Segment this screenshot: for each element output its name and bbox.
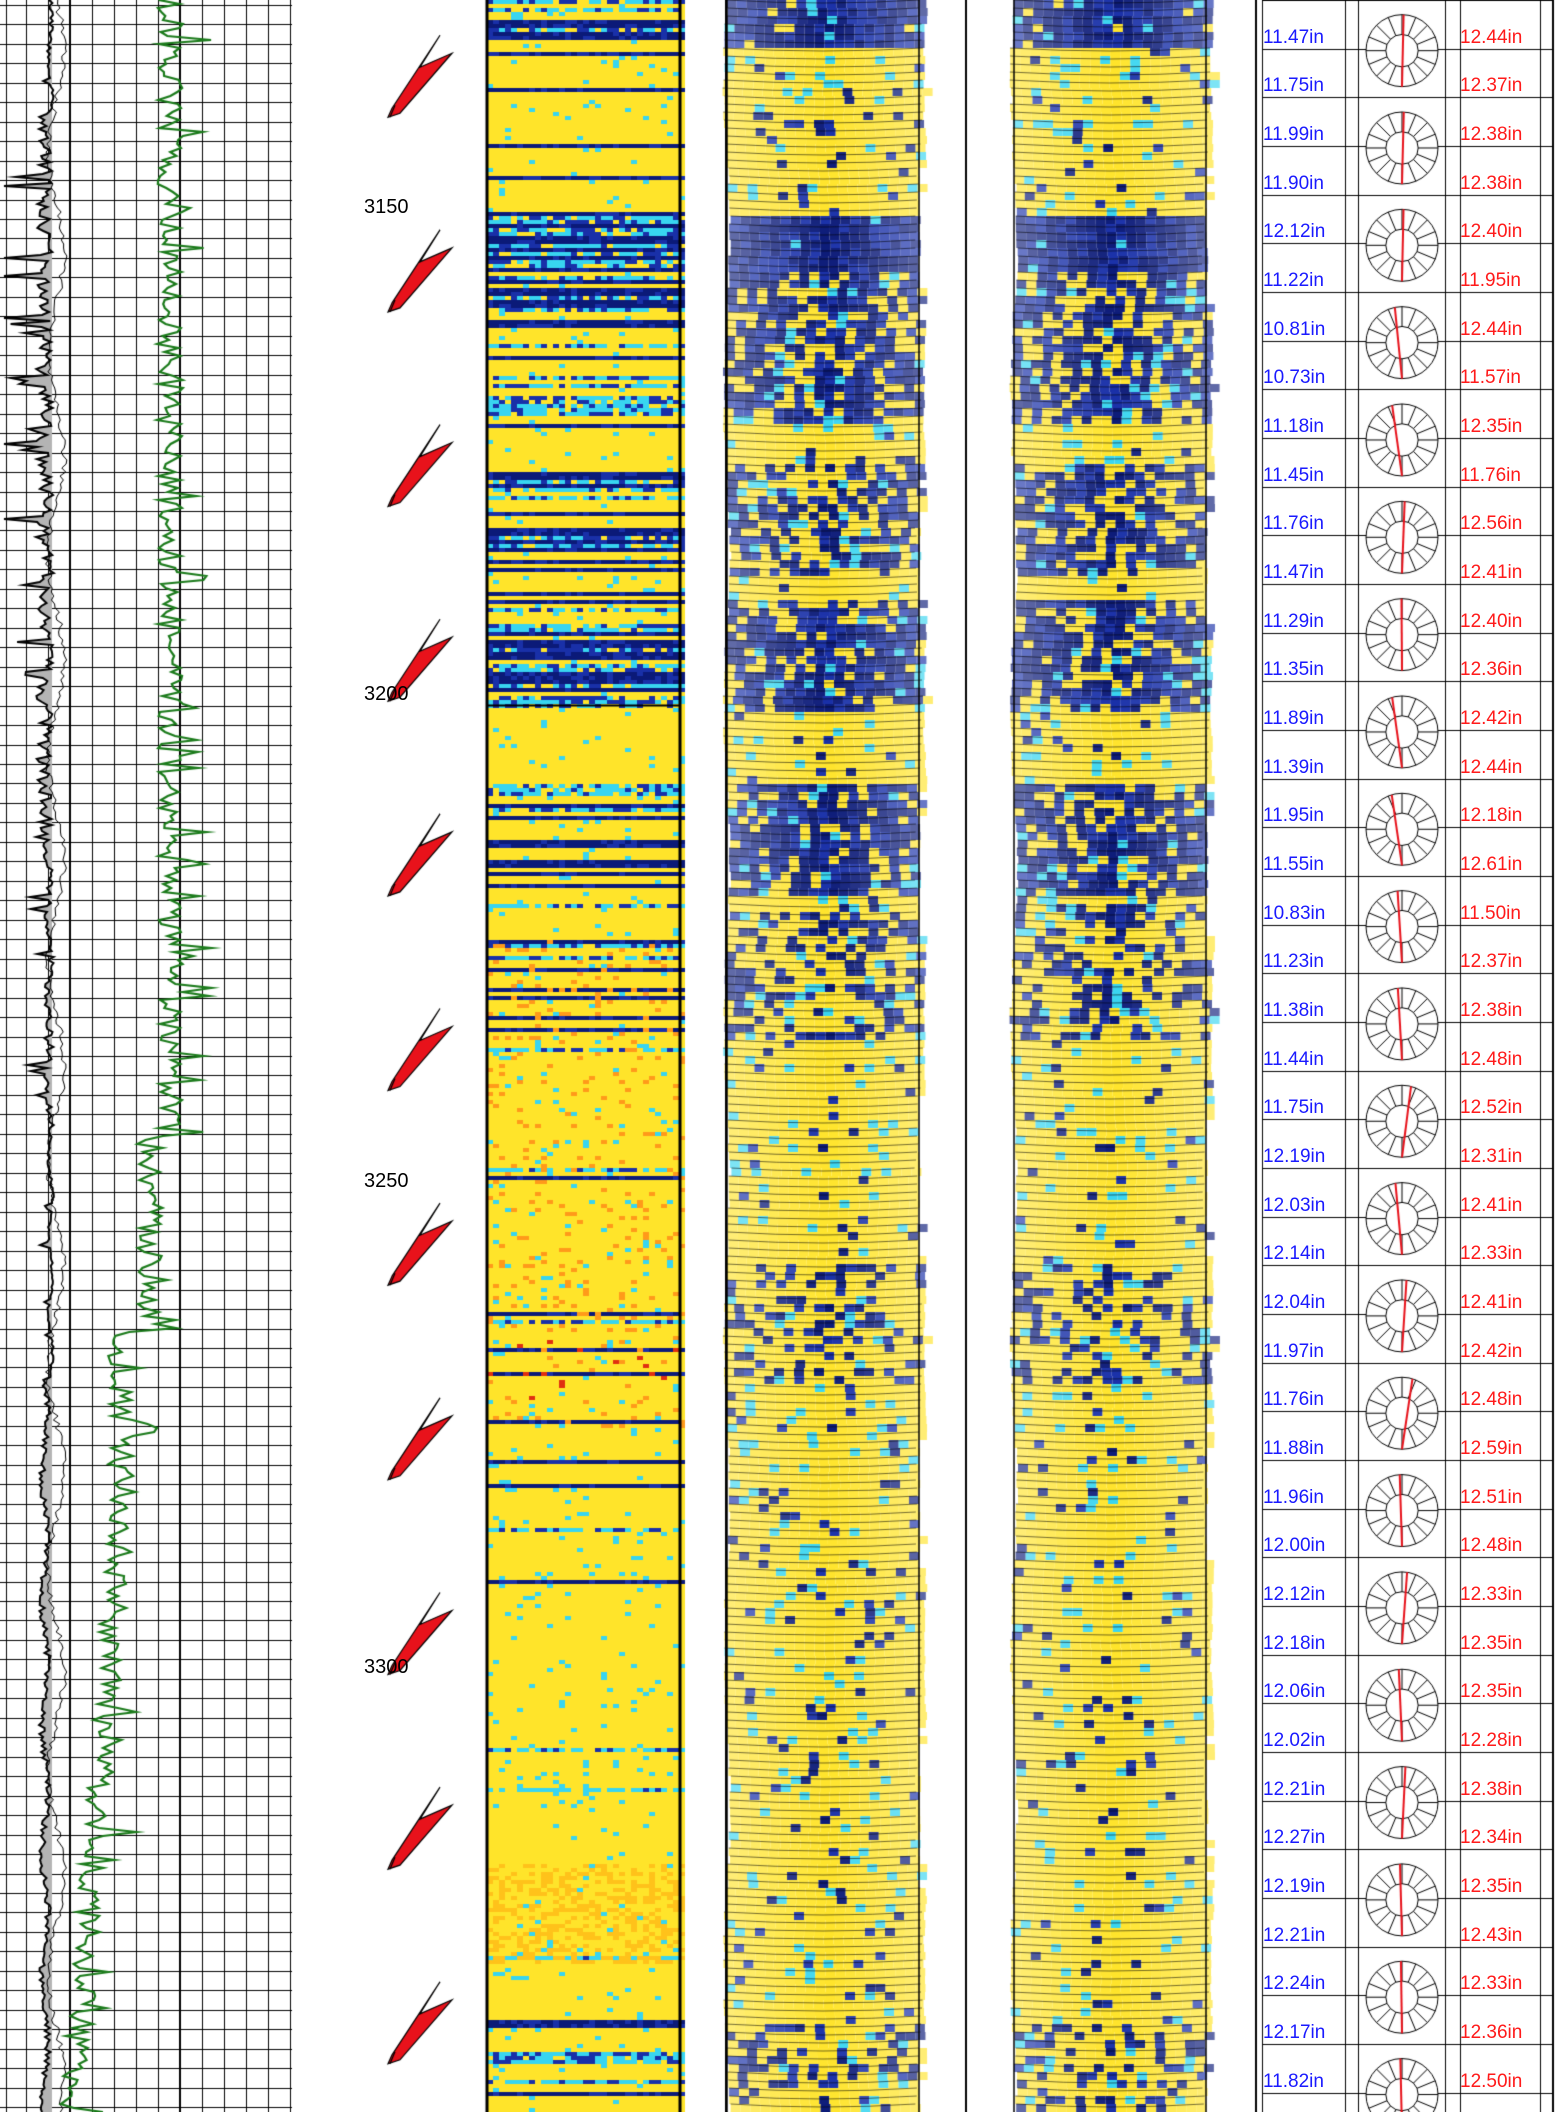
caliper-max-value: 12.59in bbox=[1460, 1437, 1523, 1459]
caliper-max-value: 12.52in bbox=[1460, 1097, 1523, 1119]
caliper-min-value: 11.75in bbox=[1263, 1097, 1324, 1119]
caliper-min-value: 11.22in bbox=[1263, 269, 1324, 291]
caliper-min-value: 11.96in bbox=[1263, 1486, 1324, 1508]
caliper-max-value: 12.38in bbox=[1460, 123, 1523, 145]
caliper-min-value: 11.76in bbox=[1263, 513, 1324, 535]
caliper-min-value: 11.89in bbox=[1263, 707, 1324, 729]
caliper-min-value: 12.21in bbox=[1263, 1778, 1326, 1800]
caliper-min-value: 10.83in bbox=[1263, 902, 1326, 924]
caliper-min-value: 12.19in bbox=[1263, 1145, 1326, 1167]
caliper-max-value: 12.36in bbox=[1460, 659, 1523, 681]
caliper-min-value: 11.47in bbox=[1263, 561, 1324, 583]
caliper-max-value: 12.35in bbox=[1460, 1875, 1523, 1897]
caliper-min-value: 12.04in bbox=[1263, 1291, 1326, 1313]
caliper-max-value: 12.44in bbox=[1460, 318, 1523, 340]
depth-tick-label: 3300 bbox=[364, 1656, 409, 1679]
caliper-min-value: 11.35in bbox=[1263, 659, 1324, 681]
caliper-max-value: 12.48in bbox=[1460, 1389, 1523, 1411]
caliper-max-value: 12.40in bbox=[1460, 221, 1523, 243]
caliper-min-value: 11.76in bbox=[1263, 1389, 1324, 1411]
caliper-min-value: 12.17in bbox=[1263, 2021, 1326, 2043]
caliper-max-value: 12.44in bbox=[1460, 26, 1523, 48]
caliper-max-value: 11.76in bbox=[1460, 464, 1521, 486]
caliper-min-value: 12.12in bbox=[1263, 221, 1326, 243]
caliper-max-value: 12.33in bbox=[1460, 1583, 1523, 1605]
depth-tick-label: 3250 bbox=[364, 1169, 409, 1192]
caliper-max-value: 12.43in bbox=[1460, 1924, 1523, 1946]
caliper-max-value: 12.35in bbox=[1460, 415, 1523, 437]
caliper-max-value: 11.57in bbox=[1460, 367, 1521, 389]
caliper-min-value: 11.97in bbox=[1263, 1340, 1324, 1362]
caliper-min-value: 12.21in bbox=[1263, 1924, 1326, 1946]
caliper-max-value: 12.41in bbox=[1460, 1194, 1523, 1216]
caliper-min-value: 11.29in bbox=[1263, 610, 1324, 632]
caliper-max-value: 12.38in bbox=[1460, 172, 1523, 194]
caliper-max-value: 12.40in bbox=[1460, 610, 1523, 632]
caliper-min-value: 11.55in bbox=[1263, 853, 1324, 875]
caliper-min-value: 12.03in bbox=[1263, 1194, 1326, 1216]
caliper-max-value: 12.37in bbox=[1460, 951, 1523, 973]
caliper-min-value: 10.73in bbox=[1263, 367, 1326, 389]
caliper-max-value: 12.37in bbox=[1460, 75, 1523, 97]
caliper-min-value: 11.45in bbox=[1263, 464, 1324, 486]
caliper-min-value: 10.81in bbox=[1263, 318, 1326, 340]
caliper-min-value: 12.14in bbox=[1263, 1243, 1326, 1265]
caliper-max-value: 12.18in bbox=[1460, 805, 1523, 827]
caliper-max-value: 12.33in bbox=[1460, 1243, 1523, 1265]
caliper-max-value: 12.42in bbox=[1460, 1340, 1523, 1362]
caliper-max-value: 12.35in bbox=[1460, 1632, 1523, 1654]
caliper-max-value: 12.51in bbox=[1460, 1486, 1523, 1508]
caliper-min-value: 11.18in bbox=[1263, 415, 1324, 437]
caliper-max-value: 12.61in bbox=[1460, 853, 1523, 875]
caliper-max-value: 11.95in bbox=[1460, 269, 1521, 291]
caliper-max-value: 11.50in bbox=[1460, 902, 1521, 924]
caliper-min-value: 11.39in bbox=[1263, 756, 1324, 778]
caliper-max-value: 12.38in bbox=[1460, 999, 1523, 1021]
caliper-max-value: 12.35in bbox=[1460, 1681, 1523, 1703]
caliper-min-value: 12.18in bbox=[1263, 1632, 1326, 1654]
caliper-max-value: 12.41in bbox=[1460, 561, 1523, 583]
caliper-min-value: 12.12in bbox=[1263, 1583, 1326, 1605]
caliper-min-value: 12.27in bbox=[1263, 1827, 1326, 1849]
caliper-min-value: 11.47in bbox=[1263, 26, 1324, 48]
depth-tick-label: 3200 bbox=[364, 682, 409, 705]
caliper-max-value: 12.28in bbox=[1460, 1729, 1523, 1751]
caliper-max-value: 12.36in bbox=[1460, 2021, 1523, 2043]
caliper-min-value: 11.38in bbox=[1263, 999, 1324, 1021]
caliper-max-value: 12.50in bbox=[1460, 2070, 1523, 2092]
caliper-min-value: 11.75in bbox=[1263, 75, 1324, 97]
caliper-min-value: 11.82in bbox=[1263, 2070, 1324, 2092]
caliper-min-value: 12.19in bbox=[1263, 1875, 1326, 1897]
caliper-max-value: 12.48in bbox=[1460, 1048, 1523, 1070]
caliper-max-value: 12.42in bbox=[1460, 707, 1523, 729]
caliper-min-value: 12.00in bbox=[1263, 1535, 1326, 1557]
depth-tick-label: 3150 bbox=[364, 196, 409, 219]
caliper-min-value: 11.44in bbox=[1263, 1048, 1324, 1070]
caliper-max-value: 12.38in bbox=[1460, 1778, 1523, 1800]
caliper-max-value: 12.31in bbox=[1460, 1145, 1523, 1167]
caliper-min-value: 11.95in bbox=[1263, 805, 1324, 827]
caliper-max-value: 12.34in bbox=[1460, 1827, 1523, 1849]
caliper-min-value: 12.06in bbox=[1263, 1681, 1326, 1703]
caliper-min-value: 11.99in bbox=[1263, 123, 1324, 145]
caliper-min-value: 11.90in bbox=[1263, 172, 1324, 194]
caliper-max-value: 12.48in bbox=[1460, 1535, 1523, 1557]
caliper-max-value: 12.56in bbox=[1460, 513, 1523, 535]
caliper-min-value: 12.02in bbox=[1263, 1729, 1326, 1751]
caliper-max-value: 12.41in bbox=[1460, 1291, 1523, 1313]
caliper-min-value: 12.24in bbox=[1263, 1973, 1326, 1995]
caliper-max-value: 12.44in bbox=[1460, 756, 1523, 778]
caliper-max-value: 12.33in bbox=[1460, 1973, 1523, 1995]
caliper-min-value: 11.23in bbox=[1263, 951, 1324, 973]
caliper-min-value: 11.88in bbox=[1263, 1437, 1324, 1459]
